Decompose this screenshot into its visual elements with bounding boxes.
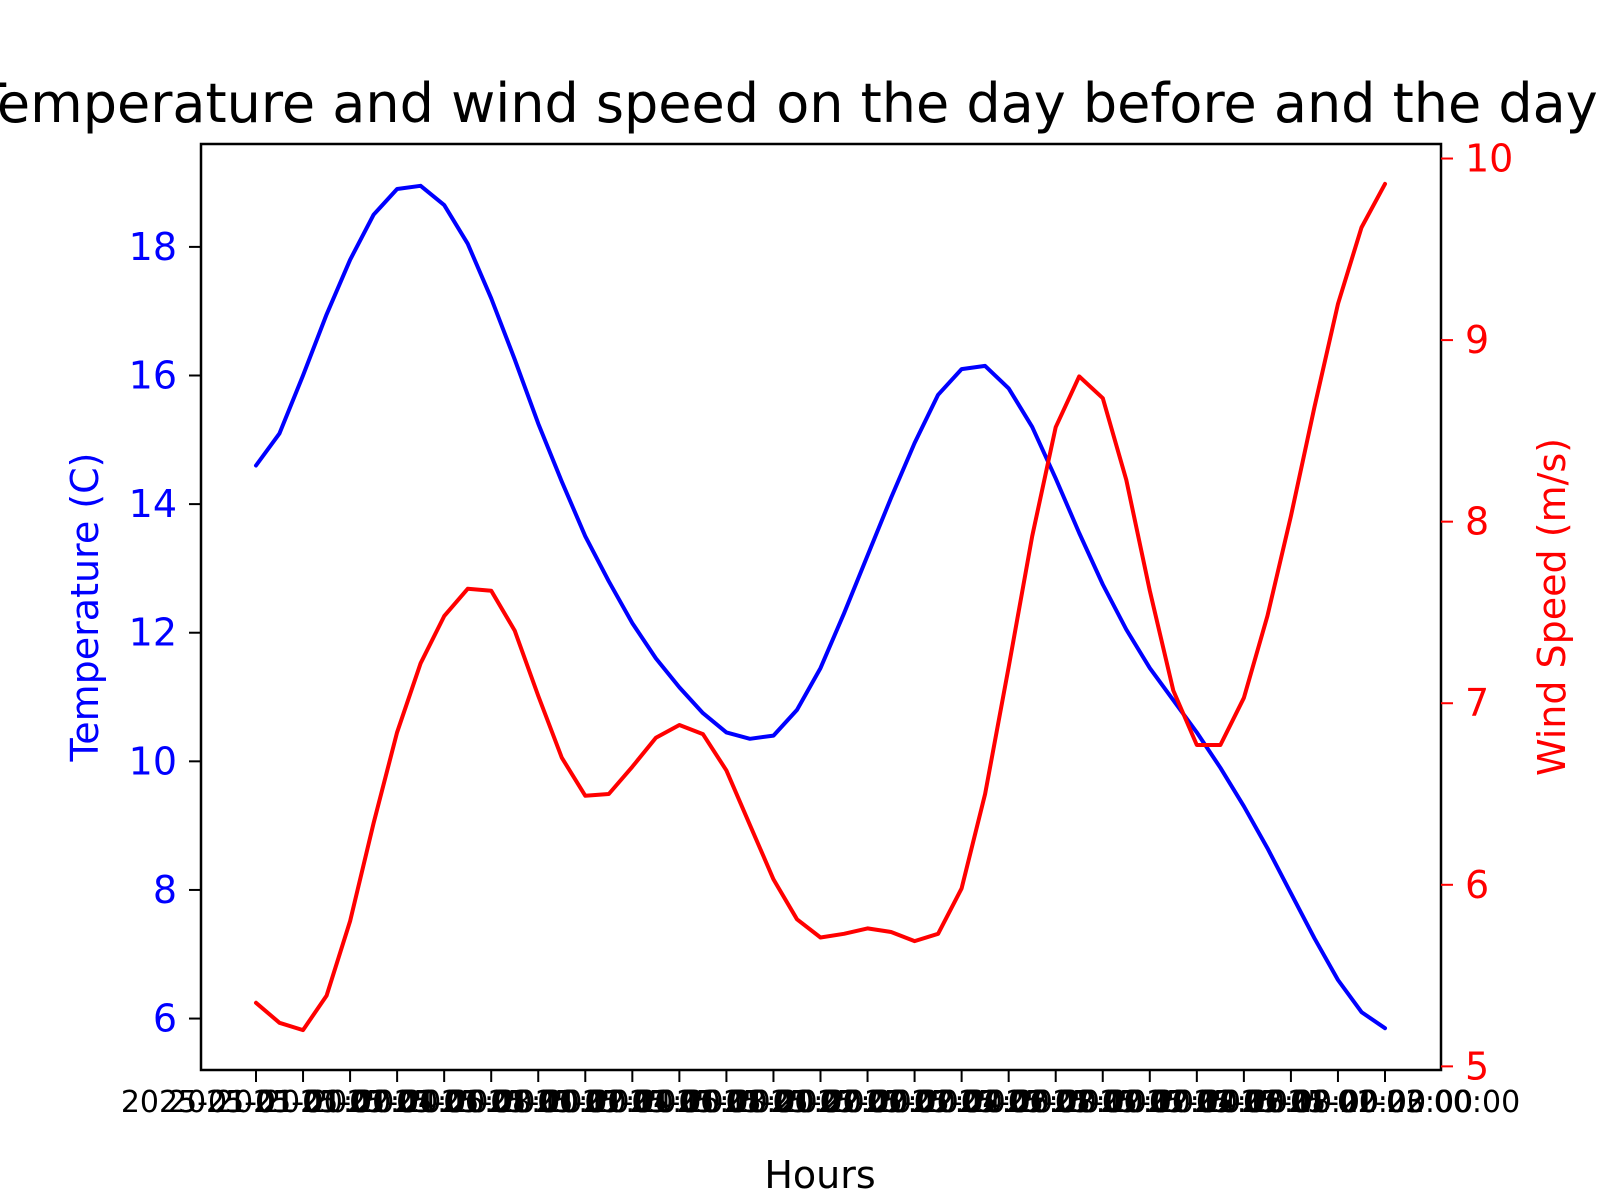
right-y-tick-label: 9 — [1465, 318, 1489, 362]
temperature-series — [254, 183, 1387, 1031]
x-tick-label: 2025-01-01 16:00 — [497, 1085, 767, 1120]
x-tick-label: 2025-01-02 18:00 — [1109, 1085, 1379, 1120]
right-y-tick-label: 6 — [1465, 863, 1489, 907]
x-tick-label: 2025-01-02 14:00 — [1015, 1085, 1285, 1120]
right-y-tick-label: 7 — [1465, 681, 1489, 725]
left-y-tick-label: 6 — [153, 997, 177, 1041]
x-tick-label: 2025-01-02 02:00 — [732, 1085, 1002, 1120]
left-axis-title: Temperature (C) — [63, 453, 107, 763]
x-tick-label: 2025-01-02 04:00 — [779, 1085, 1049, 1120]
x-tick-label: 2025-01-01 08:00 — [309, 1085, 579, 1120]
wind-speed-line — [254, 181, 1387, 1033]
x-tick-label: 2025-01-02 00:00 — [685, 1085, 955, 1120]
x-tick-label: 2025-01-02 20:00 — [1156, 1085, 1426, 1120]
left-y-tick-label: 18 — [129, 225, 177, 269]
right-y-tick-label: 10 — [1465, 137, 1513, 181]
x-tick-label: 2025-01-01 20:00 — [591, 1085, 861, 1120]
right-y-tick-label: 8 — [1465, 500, 1489, 544]
x-tick-label: 2025-01-02 16:00 — [1062, 1085, 1332, 1120]
left-y-tick-label: 16 — [129, 354, 177, 398]
right-y-tick-label: 5 — [1465, 1044, 1489, 1088]
x-tick-label: 2025-01-01 04:00 — [215, 1085, 485, 1120]
x-tick-label: 2025-01-02 08:00 — [873, 1085, 1143, 1120]
right-y-axis: 5 6 7 8 9 10 — [1441, 137, 1513, 1088]
x-tick-label: 2025-01-02 12:00 — [968, 1085, 1238, 1120]
x-tick-label: 2025-01-01 00:00 — [121, 1085, 391, 1120]
left-y-axis: 6 8 10 12 14 16 18 — [129, 225, 201, 1041]
left-y-tick-label: 12 — [129, 611, 177, 655]
right-axis-title: Wind Speed (m/s) — [1530, 438, 1574, 776]
x-tick-label: 2025-01-01 18:00 — [544, 1085, 814, 1120]
x-tick-label: 2025-01-02 10:00 — [921, 1085, 1191, 1120]
x-tick-label: 2025-01-02 06:00 — [826, 1085, 1096, 1120]
x-tick-label: 2025-01-01 10:00 — [356, 1085, 626, 1120]
x-axis-title: Hours — [764, 1153, 875, 1197]
x-tick-label: 2025-01-01 06:00 — [262, 1085, 532, 1120]
x-tick-label: 2025-01-02 22:00 — [1203, 1085, 1473, 1120]
left-y-tick-label: 10 — [129, 739, 177, 783]
left-y-tick-label: 8 — [153, 868, 177, 912]
chart-title: Temperature and wind speed on the day be… — [0, 72, 1600, 135]
left-y-tick-label: 14 — [129, 482, 177, 526]
x-tick-label: 2025-01-01 02:00 — [168, 1085, 438, 1120]
plot-frame — [199, 142, 1443, 1072]
x-tick-label: 2025-01-01 22:00 — [638, 1085, 908, 1120]
x-tick-label: 2025-01-01 14:00 — [450, 1085, 720, 1120]
temperature-line — [254, 183, 1387, 1031]
wind-speed-series — [254, 181, 1387, 1033]
x-tick-label: 2025-01-01 12:00 — [403, 1085, 673, 1120]
x-tick-label: 2025-01-03 00:00 — [1250, 1085, 1520, 1120]
